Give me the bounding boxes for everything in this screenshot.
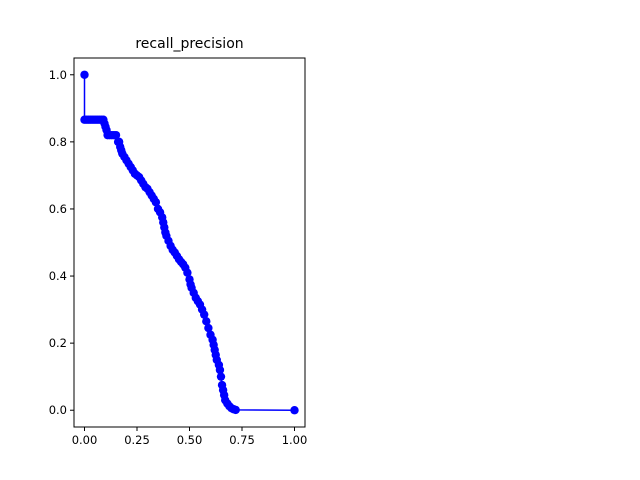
y-tick-label: 0.4 xyxy=(49,269,67,283)
chart-title: recall_precision xyxy=(135,36,243,52)
y-tick-label: 0.0 xyxy=(49,403,67,417)
data-point xyxy=(204,323,213,333)
data-point xyxy=(231,405,240,415)
data-point xyxy=(111,130,121,140)
data-point xyxy=(200,310,209,319)
x-tick-label: 0.75 xyxy=(229,433,255,447)
data-point xyxy=(183,268,192,277)
x-axis: 0.00 0.25 0.50 0.75 1.00 xyxy=(72,427,308,447)
data-point xyxy=(290,406,299,415)
y-tick-label: 0.6 xyxy=(49,202,67,216)
plot-area: 0.00 0.25 0.50 0.75 1.00 0.0 0.2 0.4 0.6 0.8 1.0 xyxy=(49,57,308,447)
x-tick-label: 1.00 xyxy=(282,433,308,447)
y-tick-label: 0.8 xyxy=(49,135,67,149)
data-point xyxy=(80,70,89,79)
series-layer xyxy=(80,70,299,415)
x-tick-label: 0.25 xyxy=(124,433,150,447)
data-point xyxy=(216,372,226,381)
data-point xyxy=(202,317,211,326)
y-axis: 0.0 0.2 0.4 0.6 0.8 1.0 xyxy=(49,68,74,417)
x-tick-label: 0.00 xyxy=(72,433,98,447)
x-tick-label: 0.50 xyxy=(177,433,203,447)
y-tick-label: 0.2 xyxy=(49,336,67,350)
y-tick-label: 1.0 xyxy=(49,68,67,82)
data-point xyxy=(151,198,161,207)
data-point xyxy=(215,365,225,375)
